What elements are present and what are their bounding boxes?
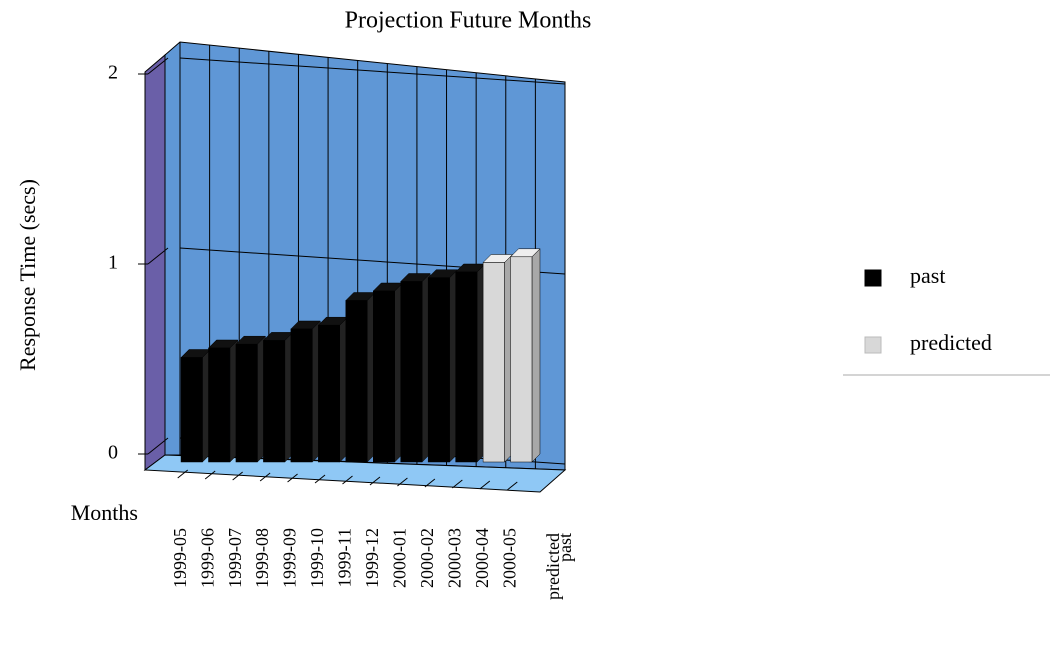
x-tick — [479, 480, 491, 490]
x-tick-label: 1999-09 — [280, 528, 300, 588]
bar — [427, 277, 450, 463]
x-tick-label: 1999-12 — [362, 528, 382, 588]
legend-label: predicted — [910, 330, 992, 355]
bar — [263, 340, 286, 463]
y-tick-label: 2 — [108, 62, 118, 84]
grid-line — [147, 57, 169, 75]
legend-swatch — [864, 269, 882, 287]
bar — [180, 357, 203, 463]
chart-title: Projection Future Months — [345, 8, 592, 34]
x-tick-label: 2000-01 — [390, 528, 410, 588]
y-tick-label: 1 — [108, 252, 118, 274]
x-tick-label: 1999-11 — [335, 528, 355, 587]
x-tick — [232, 471, 243, 481]
x-tick-label: 2000-04 — [472, 528, 492, 588]
x-tick — [177, 469, 189, 479]
bar-side — [531, 248, 541, 463]
legend-label: past — [910, 263, 945, 288]
bar — [208, 347, 231, 463]
x-tick — [424, 478, 436, 488]
legend-swatch — [864, 336, 882, 354]
x-tick-label: 2000-02 — [417, 528, 437, 588]
bar — [510, 256, 533, 463]
x-tick — [369, 476, 381, 486]
x-tick-label: 1999-10 — [307, 528, 327, 588]
x-tick-label: 2000-05 — [499, 528, 519, 588]
bar — [318, 324, 340, 463]
y-axis-label: Response Time (secs) — [15, 179, 40, 371]
x-tick — [204, 470, 216, 480]
x-tick-label: 1999-05 — [170, 528, 190, 588]
x-tick — [342, 475, 353, 485]
bar — [373, 290, 395, 463]
bar — [345, 300, 368, 463]
bar — [482, 262, 505, 463]
bar — [400, 281, 423, 463]
grid-line — [147, 247, 169, 265]
y-tick-label: 0 — [108, 442, 118, 464]
x-tick — [259, 472, 271, 482]
x-tick-label: 1999-07 — [225, 528, 245, 588]
x-axis-label: Months — [71, 500, 138, 525]
x-tick-label: 1999-08 — [252, 528, 272, 588]
grid-line — [147, 437, 169, 455]
x-tick — [314, 474, 326, 484]
depth-label: predicted — [543, 533, 563, 600]
bar — [235, 343, 258, 463]
depth-label: past — [555, 533, 575, 562]
x-tick — [287, 473, 298, 483]
x-tick-label: 1999-06 — [197, 528, 217, 588]
bar — [455, 271, 478, 463]
x-tick — [452, 479, 463, 489]
left-wall — [144, 53, 166, 471]
x-tick — [506, 481, 518, 491]
grid-line — [179, 57, 566, 85]
bar — [290, 328, 313, 463]
x-tick-label: 2000-03 — [444, 528, 464, 588]
x-tick — [397, 477, 408, 487]
